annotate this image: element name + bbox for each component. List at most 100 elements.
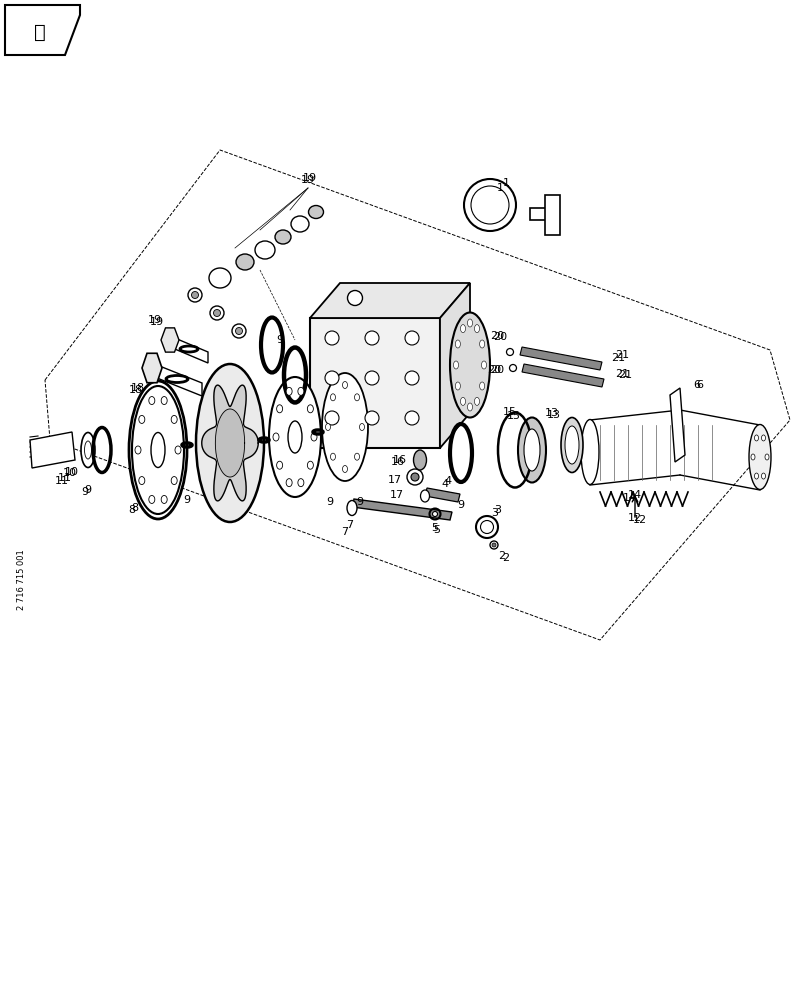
Text: 17: 17 (389, 490, 404, 500)
Polygon shape (5, 5, 80, 55)
Polygon shape (201, 385, 258, 501)
Ellipse shape (342, 381, 347, 388)
Text: 1: 1 (496, 183, 503, 193)
Ellipse shape (285, 387, 292, 395)
Ellipse shape (506, 349, 513, 356)
Polygon shape (669, 388, 684, 462)
Text: 9: 9 (457, 500, 464, 510)
Ellipse shape (753, 473, 757, 479)
Ellipse shape (342, 466, 347, 473)
Ellipse shape (277, 405, 282, 413)
Ellipse shape (290, 216, 309, 232)
Text: 21: 21 (610, 353, 624, 363)
Ellipse shape (750, 454, 754, 460)
Text: 8: 8 (128, 505, 135, 515)
Text: 17: 17 (388, 475, 401, 485)
Polygon shape (440, 283, 470, 448)
Text: 4: 4 (441, 479, 448, 489)
Ellipse shape (410, 473, 418, 481)
Text: 2: 2 (502, 553, 509, 563)
Ellipse shape (213, 310, 221, 316)
Ellipse shape (432, 512, 437, 516)
Ellipse shape (346, 500, 357, 516)
Polygon shape (310, 318, 440, 448)
Ellipse shape (405, 331, 418, 345)
Text: 6: 6 (696, 380, 702, 390)
Ellipse shape (489, 541, 497, 549)
Ellipse shape (460, 397, 465, 405)
Ellipse shape (324, 371, 338, 385)
Text: 15: 15 (502, 407, 517, 417)
Text: 9: 9 (81, 487, 88, 497)
Ellipse shape (330, 394, 335, 401)
Ellipse shape (132, 386, 184, 514)
Polygon shape (530, 208, 554, 220)
Text: 7: 7 (346, 520, 353, 530)
Ellipse shape (171, 477, 177, 485)
Text: 21: 21 (617, 370, 631, 380)
Ellipse shape (517, 418, 545, 483)
Text: 10: 10 (63, 468, 77, 478)
Ellipse shape (298, 387, 303, 395)
Text: 9: 9 (183, 495, 191, 505)
Ellipse shape (354, 394, 359, 401)
Text: 18: 18 (131, 383, 145, 393)
Ellipse shape (479, 382, 484, 390)
Text: 8: 8 (131, 503, 139, 513)
Polygon shape (161, 328, 178, 352)
Ellipse shape (151, 432, 165, 468)
Text: 21: 21 (614, 350, 629, 360)
Ellipse shape (285, 479, 292, 487)
Text: 20: 20 (492, 332, 506, 342)
Text: 16: 16 (391, 457, 405, 467)
Ellipse shape (84, 441, 92, 459)
Text: 7: 7 (341, 527, 348, 537)
Text: 2: 2 (498, 551, 505, 561)
Ellipse shape (406, 469, 423, 485)
Text: ✋: ✋ (34, 23, 45, 42)
Ellipse shape (581, 420, 599, 485)
Ellipse shape (308, 206, 323, 219)
Ellipse shape (354, 453, 359, 460)
Ellipse shape (148, 495, 155, 503)
Ellipse shape (161, 397, 167, 405)
Text: 20: 20 (489, 331, 504, 341)
Ellipse shape (479, 340, 484, 348)
Ellipse shape (307, 461, 313, 469)
Ellipse shape (491, 543, 496, 547)
Ellipse shape (324, 331, 338, 345)
Ellipse shape (324, 411, 338, 425)
Text: 13: 13 (547, 410, 560, 420)
Text: 12: 12 (632, 515, 646, 525)
Text: 9: 9 (84, 485, 92, 495)
Text: 14: 14 (627, 490, 642, 500)
Text: 20: 20 (487, 365, 500, 375)
Ellipse shape (365, 411, 379, 425)
Ellipse shape (148, 397, 155, 405)
Ellipse shape (325, 424, 330, 430)
Ellipse shape (753, 435, 757, 441)
Ellipse shape (474, 397, 479, 405)
Ellipse shape (171, 415, 177, 423)
Ellipse shape (560, 418, 582, 473)
Text: 9: 9 (356, 497, 363, 507)
Ellipse shape (188, 288, 202, 302)
Text: 19: 19 (148, 315, 162, 325)
Ellipse shape (761, 473, 765, 479)
Text: 3: 3 (491, 508, 498, 518)
Ellipse shape (359, 424, 364, 430)
Ellipse shape (236, 254, 254, 270)
Ellipse shape (161, 495, 167, 503)
Text: 11: 11 (58, 473, 72, 483)
Text: 6: 6 (693, 380, 700, 390)
Ellipse shape (761, 435, 765, 441)
Ellipse shape (135, 446, 141, 454)
Ellipse shape (420, 490, 429, 502)
Ellipse shape (208, 268, 230, 288)
Polygon shape (521, 364, 603, 387)
Ellipse shape (139, 477, 144, 485)
Polygon shape (519, 347, 601, 370)
Ellipse shape (460, 325, 465, 333)
Ellipse shape (255, 241, 275, 259)
Polygon shape (215, 409, 244, 477)
